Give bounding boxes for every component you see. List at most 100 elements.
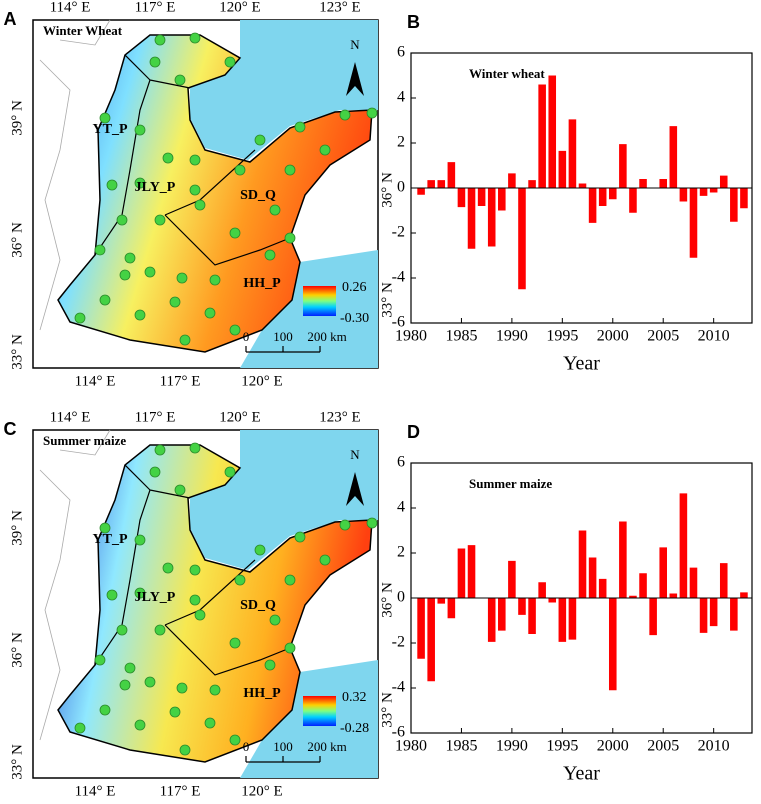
station (124, 252, 136, 264)
bar (457, 188, 466, 208)
station (229, 324, 241, 336)
station (174, 74, 186, 86)
map-title: Winter Wheat (43, 23, 123, 38)
lon-bottom-label: 114° E (75, 783, 116, 799)
bar (598, 578, 607, 598)
north-label: N (350, 447, 360, 462)
bar (629, 188, 637, 213)
bar (679, 188, 688, 202)
station (134, 587, 146, 599)
scale-label: 100 (273, 329, 293, 344)
station (134, 124, 146, 136)
station (284, 574, 296, 586)
station (269, 614, 281, 626)
bar (740, 592, 748, 598)
y-tick-label: 4 (397, 89, 405, 106)
x-tick-label: 2000 (597, 328, 629, 345)
station (189, 32, 201, 44)
station (134, 719, 146, 731)
bar (538, 84, 546, 188)
station (229, 227, 241, 239)
lon-bottom-label: 117° E (160, 373, 201, 389)
bar (730, 188, 738, 222)
x-tick-label: 2010 (698, 738, 730, 755)
station (179, 334, 191, 346)
bar (558, 150, 567, 188)
station (106, 179, 118, 191)
colorbar (303, 286, 336, 316)
station (229, 637, 241, 649)
station (319, 554, 331, 566)
bar (578, 530, 587, 598)
colorbar (303, 696, 336, 726)
plot-frame (410, 52, 753, 324)
bar (679, 493, 688, 598)
station (339, 109, 351, 121)
station (294, 531, 306, 543)
scale-label: 200 km (307, 329, 346, 344)
bar (730, 598, 738, 631)
station (119, 269, 131, 281)
north-arrow (346, 472, 364, 506)
station (154, 34, 166, 46)
bar (608, 598, 617, 691)
station (224, 466, 236, 478)
bar (598, 188, 607, 206)
bar (588, 188, 597, 223)
bar (538, 582, 546, 598)
lat-right-label: 36° N (379, 582, 395, 618)
bar (699, 598, 708, 633)
bar (487, 188, 496, 247)
lon-top-label: 120° E (219, 0, 260, 15)
bar (437, 598, 446, 604)
y-tick-label: 2 (397, 544, 405, 561)
lat-right-label: 36° N (379, 172, 395, 208)
station (74, 722, 86, 734)
scale-bar (245, 756, 321, 763)
station (99, 522, 111, 534)
bar (457, 548, 466, 598)
x-tick-label: 1995 (546, 738, 578, 755)
station (176, 272, 188, 284)
station (162, 152, 174, 164)
station (149, 56, 161, 68)
bar (528, 180, 536, 188)
bar (508, 560, 516, 598)
bar (719, 563, 728, 598)
lon-top-label: 123° E (319, 409, 360, 425)
plot-frame (410, 462, 753, 734)
station (366, 517, 378, 529)
panel-letter: B (407, 12, 420, 32)
station (134, 309, 146, 321)
y-tick-label: -6 (392, 724, 405, 741)
region-label: YT_P (93, 122, 128, 137)
lon-top-label: 117° E (135, 409, 176, 425)
lat-left-label: 33° N (9, 334, 25, 370)
bar (740, 188, 748, 209)
north-arrow (346, 62, 364, 96)
chart-title: Winter wheat (469, 66, 545, 81)
station (162, 562, 174, 574)
bar (659, 547, 668, 598)
station (366, 107, 378, 119)
y-tick-label: 0 (397, 589, 405, 606)
station (94, 244, 106, 256)
bar (548, 75, 557, 188)
station (229, 734, 241, 746)
y-tick-label: -6 (392, 314, 405, 331)
station (119, 679, 131, 691)
x-tick-label: 1990 (496, 328, 528, 345)
bar (518, 188, 526, 290)
y-tick-label: 0 (397, 179, 405, 196)
bar (427, 598, 435, 682)
station (194, 609, 206, 621)
north-label: N (350, 37, 360, 52)
station (269, 204, 281, 216)
bar (498, 598, 506, 631)
lat-right-label: 33° N (379, 282, 395, 318)
x-tick-label: 2005 (647, 738, 679, 755)
bar (709, 598, 718, 627)
region-label: SD_Q (240, 188, 276, 203)
lon-top-label: 114° E (50, 409, 91, 425)
x-tick-label: 1980 (395, 328, 427, 345)
